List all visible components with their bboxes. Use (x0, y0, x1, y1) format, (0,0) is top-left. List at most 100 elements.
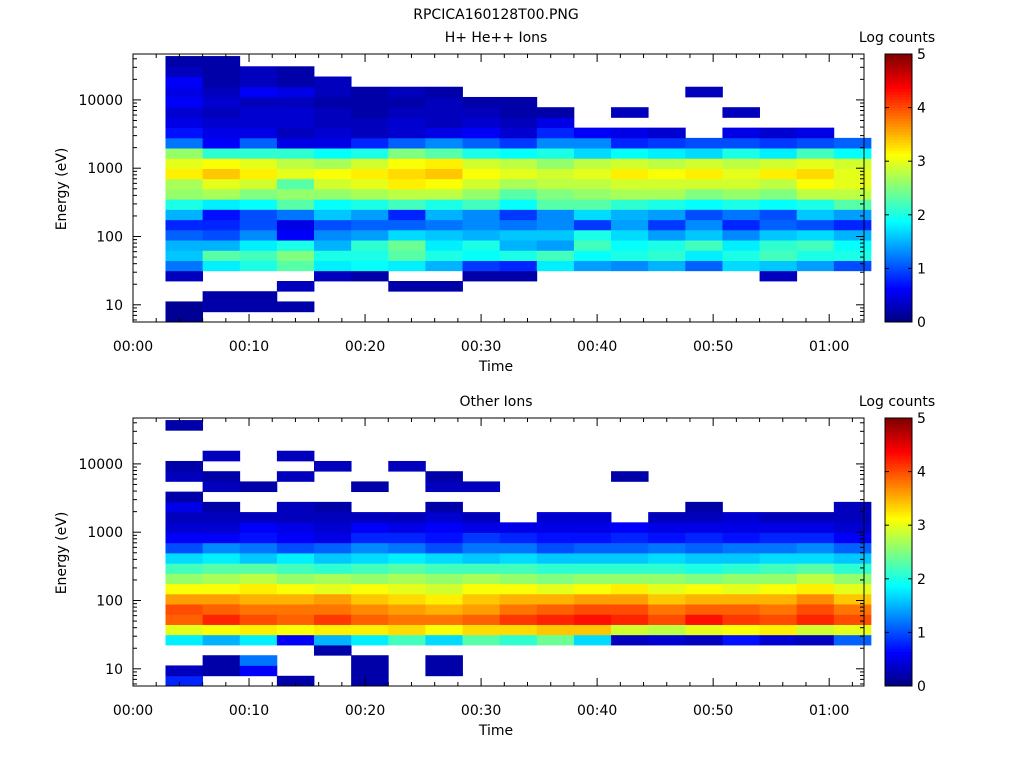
heatmap-cell (611, 604, 649, 615)
heatmap-cell (239, 624, 278, 636)
colorbar-segment (885, 193, 912, 197)
heatmap-cell (314, 553, 352, 564)
heatmap-cell (573, 604, 612, 615)
heatmap-cell (425, 86, 463, 98)
heatmap-cell (239, 86, 278, 98)
heatmap-cell (611, 168, 649, 180)
heatmap-cell (202, 127, 241, 139)
heatmap-cell (722, 522, 760, 533)
colorbar-segment (885, 131, 912, 135)
colorbar-segment (885, 608, 912, 612)
colorbar-segment (885, 503, 912, 507)
heatmap-cell (314, 117, 352, 129)
heatmap-cell (351, 270, 389, 282)
heatmap-cell (536, 614, 575, 625)
heatmap-cell (202, 291, 241, 302)
heatmap-cell (499, 168, 538, 180)
heatmap-cell (648, 583, 686, 595)
heatmap-cell (611, 250, 649, 261)
heatmap-cell (388, 168, 426, 180)
heatmap-cell (536, 240, 575, 251)
colorbar-segment (885, 297, 912, 302)
heatmap-cell (648, 634, 686, 646)
x-tick-label: 00:50 (693, 703, 733, 719)
heatmap-cell (499, 583, 538, 595)
heatmap-cell (833, 199, 872, 210)
heatmap-cell (462, 219, 501, 231)
colorbar-segment (885, 514, 912, 518)
heatmap-cell (833, 573, 872, 585)
heatmap-cell (425, 471, 463, 482)
heatmap-cell (462, 96, 501, 108)
heatmap-cell (499, 573, 538, 585)
colorbar-segment (885, 123, 912, 127)
heatmap-cell (573, 553, 612, 564)
heatmap-cell (314, 270, 352, 282)
heatmap-cell (165, 260, 204, 272)
colorbar-segment (885, 220, 912, 224)
heatmap-cell (611, 614, 649, 625)
heatmap-cell (759, 542, 798, 554)
heatmap-cell (202, 604, 241, 615)
heatmap-cell (648, 250, 686, 261)
colorbar-segment (885, 568, 912, 572)
heatmap-cell (165, 107, 204, 118)
colorbar-segment (885, 150, 912, 154)
x-tick-label: 00:00 (113, 703, 153, 719)
colorbar-segment (885, 490, 912, 494)
heatmap-cell (759, 624, 798, 636)
heatmap-cell (388, 624, 426, 636)
heatmap-cell (202, 86, 241, 98)
colorbar-segment (885, 584, 912, 588)
colorbar-segment (885, 592, 912, 596)
heatmap-cell (239, 522, 278, 533)
heatmap-cell (796, 532, 835, 544)
heatmap-cell (722, 563, 760, 574)
y-tick-label: 10000 (78, 93, 123, 109)
heatmap-cell (759, 532, 798, 544)
heatmap-cell (499, 604, 538, 615)
heatmap-cell (499, 250, 538, 261)
heatmap-cell (759, 583, 798, 595)
heatmap-cell (351, 512, 389, 523)
heatmap-cell (314, 542, 352, 554)
panel-2-heatmap-cells (165, 420, 872, 687)
colorbar-segment (885, 602, 912, 607)
heatmap-cell (462, 158, 501, 169)
colorbar-segment (885, 517, 912, 521)
heatmap-cell (388, 199, 426, 210)
colorbar-segment (885, 664, 912, 668)
heatmap-cell (202, 66, 241, 77)
colorbar-segment (885, 153, 912, 157)
heatmap-cell (239, 563, 278, 574)
heatmap-cell (462, 614, 501, 625)
heatmap-cell (165, 117, 204, 129)
heatmap-cell (796, 240, 835, 251)
colorbar-segment (885, 653, 912, 658)
colorbar-segment (885, 121, 912, 125)
heatmap-cell (239, 260, 278, 272)
heatmap-cell (536, 199, 575, 210)
heatmap-cell (759, 553, 798, 564)
heatmap-cell (536, 107, 575, 118)
heatmap-cell (165, 614, 204, 625)
colorbar-segment (885, 126, 912, 130)
heatmap-cell (685, 137, 723, 149)
colorbar-segment (885, 142, 912, 146)
figure-title: RPCICA160128T00.PNG (413, 7, 578, 23)
heatmap-cell (239, 127, 278, 139)
heatmap-cell (425, 168, 463, 180)
colorbar-segment (885, 436, 912, 440)
heatmap-cell (611, 199, 649, 210)
heatmap-cell (239, 66, 278, 77)
heatmap-cell (314, 593, 352, 605)
heatmap-cell (462, 117, 501, 129)
heatmap-cell (165, 96, 204, 108)
heatmap-cell (611, 107, 649, 118)
heatmap-cell (685, 593, 723, 605)
heatmap-cell (611, 634, 649, 646)
heatmap-cell (796, 168, 835, 180)
heatmap-cell (722, 229, 760, 241)
colorbar-segment (885, 171, 912, 176)
heatmap-cell (351, 675, 389, 687)
